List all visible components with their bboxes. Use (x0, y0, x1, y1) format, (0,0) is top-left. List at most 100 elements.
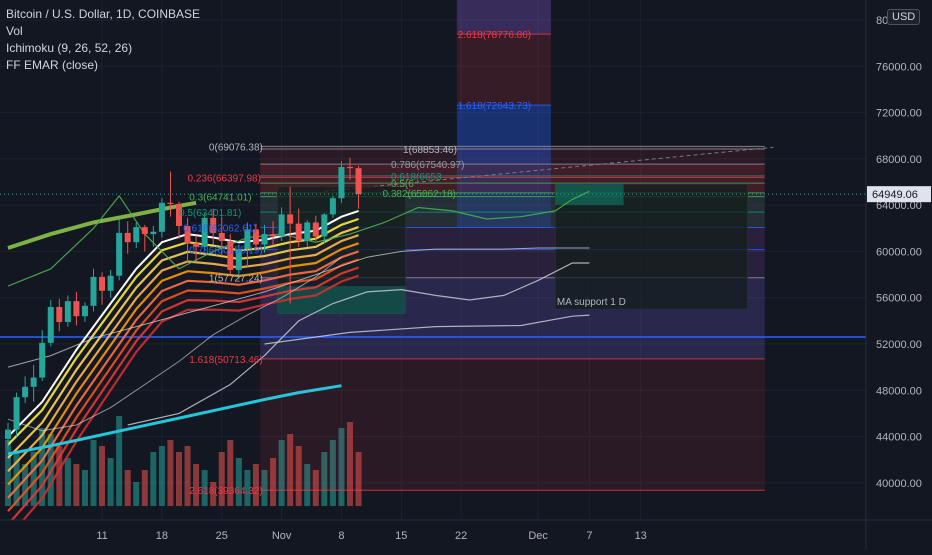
volume-bar (287, 434, 294, 506)
volume-bar (252, 464, 259, 506)
candle-body (141, 227, 148, 235)
fib-label: 1(57727.24) (209, 274, 263, 285)
volume-bar (227, 440, 234, 506)
candle-body (270, 234, 277, 237)
volume-bar (312, 470, 319, 506)
candle-body (22, 386, 29, 398)
price-tick-label: 40000.00 (876, 478, 922, 490)
candle-body (261, 234, 268, 245)
date-tick-label: 22 (455, 530, 467, 542)
candle-body (210, 217, 217, 233)
price-tick-label: 48000.00 (876, 385, 922, 397)
volume-bar (133, 482, 140, 506)
candle-body (30, 377, 37, 387)
ema-ribbon-line (7, 234, 359, 473)
volume-bar (218, 452, 225, 506)
volume-bar (321, 452, 328, 506)
volume-bar (261, 470, 268, 506)
volume-bar (30, 452, 37, 506)
fib-label: 2.618(39364.32) (189, 486, 262, 497)
currency-badge[interactable]: USD (887, 9, 921, 25)
price-tick-label: 80 (876, 15, 888, 27)
date-tick-label: 8 (338, 530, 344, 542)
fib-label: 0.618(62062.61) (183, 224, 256, 235)
volume-bar (56, 446, 63, 506)
volume-bar (193, 464, 200, 506)
indicator-ff-emar[interactable]: FF EMAR (close) (6, 58, 99, 72)
candle-body (5, 429, 11, 439)
volume-bar (124, 470, 131, 506)
volume-bar (116, 416, 123, 506)
ichimoku-lead-b (7, 247, 590, 368)
volume-bar (107, 458, 114, 506)
date-tick-label: 25 (216, 530, 228, 542)
ichimoku-lead-a (7, 190, 590, 287)
candle-body (167, 202, 174, 204)
volume-bar (278, 440, 285, 506)
volume-bar (99, 446, 106, 506)
candle-body (150, 231, 157, 235)
ext-zone-blue (456, 105, 551, 165)
candle-body (116, 232, 123, 276)
volume-bar (81, 470, 88, 506)
candle-body (338, 166, 345, 199)
volume-bar (90, 440, 97, 506)
candle-body (347, 166, 353, 169)
candle-body (47, 306, 54, 343)
fib-label: 0.236(66397.98) (188, 173, 261, 184)
ichimoku-base (127, 262, 590, 426)
volume-bar (338, 428, 345, 506)
ema-ribbon-line (7, 266, 359, 526)
ema-ribbon-line (7, 226, 359, 459)
volume-bar (13, 452, 20, 506)
candle-body (227, 241, 234, 270)
fib-label: 2.618(78776.86) (458, 30, 531, 41)
candle-body (184, 225, 191, 244)
candle-body (158, 202, 165, 232)
price-axis-bg (866, 0, 932, 550)
ichimoku-lagging (7, 256, 342, 432)
candle-body (329, 198, 336, 215)
price-tick-label: 52000.00 (876, 339, 922, 351)
candle-body (193, 243, 200, 247)
fib-label: 0.786(67540.97) (391, 160, 464, 171)
volume-bar (355, 452, 362, 506)
volume-bar (22, 464, 29, 506)
volume-bar (5, 440, 11, 506)
indicator-volume[interactable]: Vol (6, 24, 23, 38)
candle-body (244, 229, 251, 250)
volume-bar (235, 458, 242, 506)
price-tick-label: 64000.00 (876, 200, 922, 212)
price-tick-label: 76000.00 (876, 61, 922, 73)
candle-body (13, 397, 20, 430)
candle-body (90, 276, 97, 306)
indicator-ichimoku[interactable]: Ichimoku (9, 26, 52, 26) (6, 41, 133, 55)
fib-label: 1.618(72643.73) (458, 101, 531, 112)
fib-label: 0.618(6653 (391, 172, 442, 183)
candle-body (278, 214, 285, 237)
ema-white-line (7, 209, 359, 438)
candle-body (73, 301, 80, 317)
pattern-box-right-green (555, 184, 624, 206)
fib-label: 0.5(63401.81) (179, 208, 241, 219)
current-price-badge (867, 186, 931, 203)
candle-body (124, 232, 131, 243)
volume-bar (201, 470, 208, 506)
volume-bar (270, 458, 277, 506)
candle-body (39, 342, 46, 378)
current-price-label: 64949.06 (872, 189, 918, 201)
ma-green-line (7, 200, 197, 250)
symbol-title[interactable]: Bitcoin / U.S. Dollar, 1D, COINBASE (6, 7, 201, 21)
volume-bar (244, 470, 251, 506)
candle-body (64, 301, 71, 323)
projection-line (324, 146, 774, 192)
volume-bar (73, 464, 80, 506)
volume-bar (158, 446, 165, 506)
candle-body (235, 249, 242, 270)
fib-label: 0.3(64741.01) (189, 193, 251, 204)
volume-bar (176, 452, 182, 506)
date-tick-label: 18 (156, 530, 168, 542)
volume-bar (184, 446, 191, 506)
